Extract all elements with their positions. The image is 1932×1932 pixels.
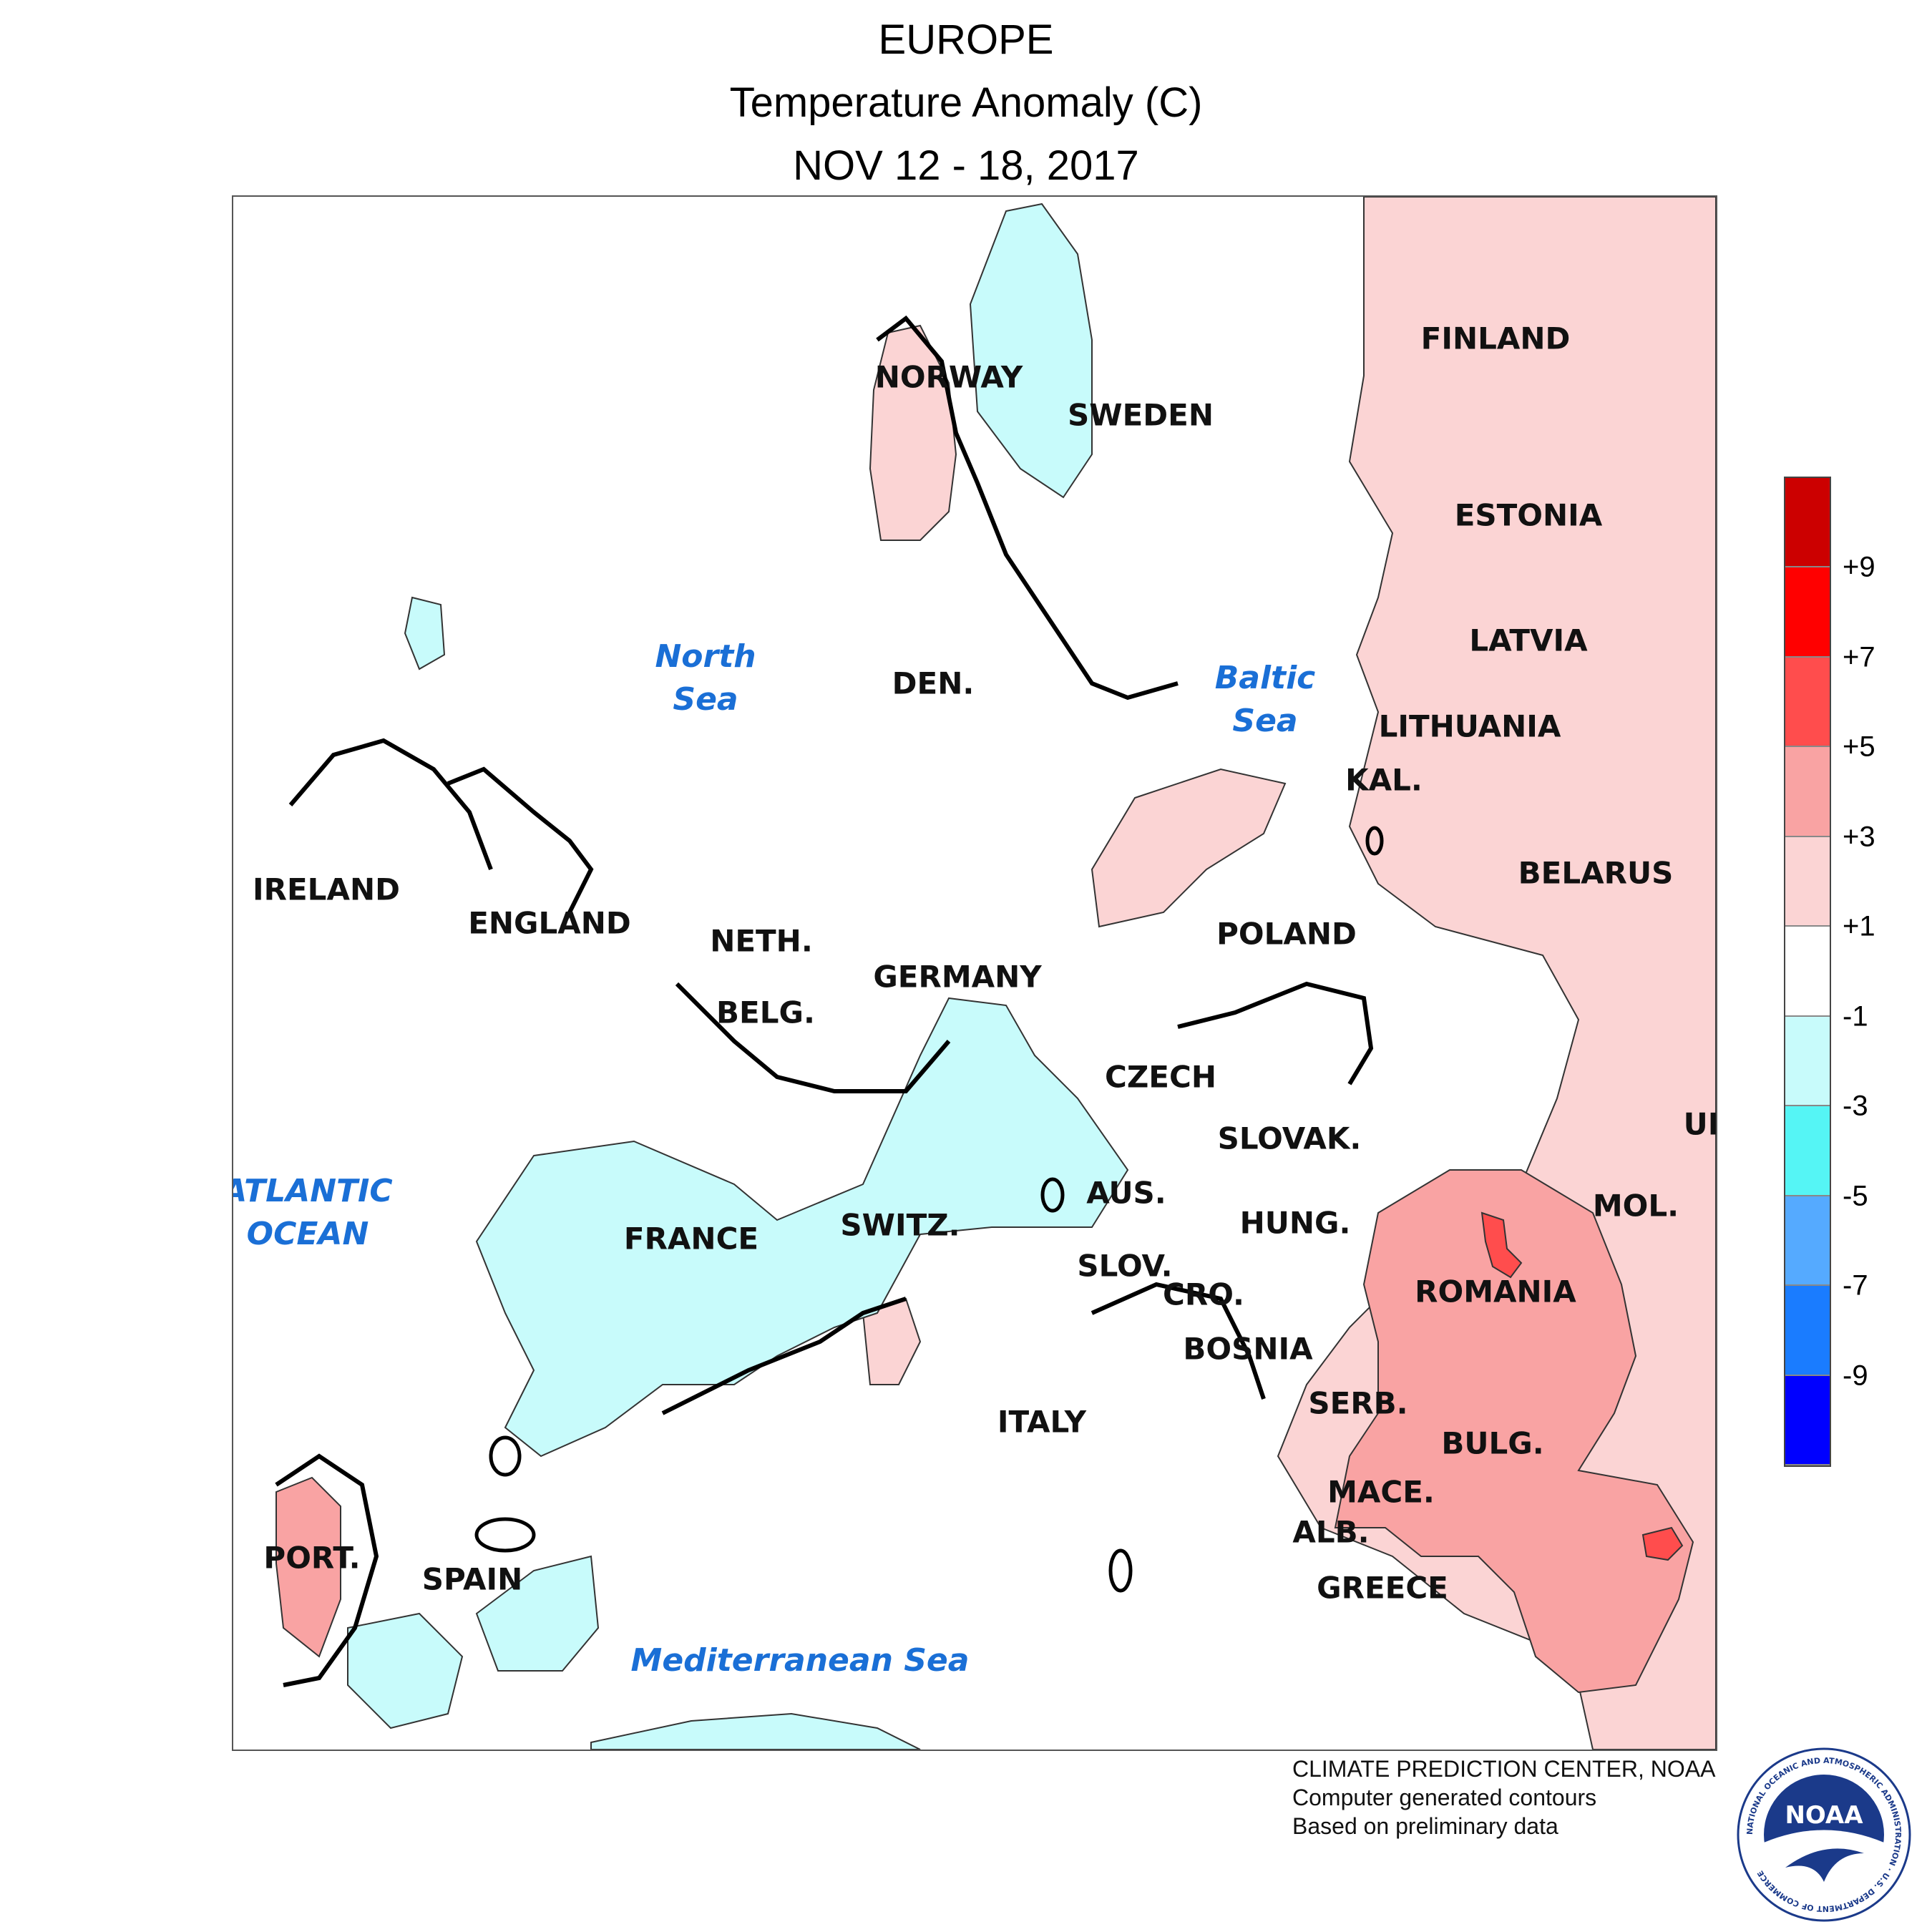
label-hungary: HUNG. (1239, 1205, 1351, 1241)
label-romania: ROMANIA (1415, 1274, 1576, 1309)
label-slovenia: SLOV. (1077, 1248, 1173, 1284)
label-norway: NORWAY (874, 359, 1023, 395)
label-finland: FINLAND (1420, 321, 1571, 356)
title-variable: Temperature Anomaly (C) (729, 79, 1203, 126)
legend-swatch (1785, 1286, 1830, 1376)
legend-tick-label: -9 (1843, 1360, 1868, 1392)
legend-tick-label: +3 (1843, 821, 1875, 853)
label-italy: ITALY (997, 1404, 1087, 1440)
color-scale-legend (1784, 477, 1831, 1467)
warm-region-norway (869, 324, 957, 541)
label-belgium: BELG. (716, 995, 815, 1030)
label-kaliningrad: KAL. (1345, 762, 1423, 798)
label-ireland: IRELAND (253, 872, 400, 907)
chart-title-block: EUROPE Temperature Anomaly (C) NOV 12 - … (0, 9, 1932, 197)
label-portugal: PORT. (263, 1540, 361, 1576)
label-north-sea: North Sea (655, 638, 756, 718)
cool-region-sweden (969, 203, 1093, 499)
label-belarus: BELARUS (1518, 855, 1674, 891)
credit-block: CLIMATE PREDICTION CENTER, NOAA Computer… (1292, 1755, 1715, 1840)
label-greece: GREECE (1317, 1570, 1448, 1606)
legend-swatch (1785, 478, 1830, 568)
legend-swatch (1785, 1106, 1830, 1196)
credit-line-1: CLIMATE PREDICTION CENTER, NOAA (1292, 1756, 1716, 1782)
legend-swatch (1785, 747, 1830, 837)
label-slovakia: SLOVAK. (1217, 1121, 1362, 1156)
legend-swatch (1785, 1375, 1830, 1465)
label-baltic-sea: Baltic Sea (1214, 660, 1316, 739)
label-england: ENGLAND (468, 905, 631, 941)
label-ukraine: UK (1683, 1106, 1716, 1142)
legend-tick-label: -5 (1843, 1180, 1868, 1212)
hot-spot-romania (1480, 1211, 1523, 1279)
logo-text: NOAA (1785, 1801, 1863, 1830)
legend-tick-label: +1 (1843, 910, 1875, 942)
legend-tick-label: +9 (1843, 551, 1875, 583)
legend-swatch (1785, 1016, 1830, 1107)
label-switzerland: SWITZ. (840, 1207, 960, 1243)
label-mediterranean-sea: Mediterranean Sea (630, 1642, 970, 1679)
label-macedonia: MACE. (1327, 1474, 1435, 1510)
label-poland: POLAND (1216, 916, 1357, 952)
warm-region-portugal (275, 1476, 341, 1658)
label-lithuania: LITHUANIA (1378, 708, 1561, 744)
legend-swatch (1785, 567, 1830, 658)
cool-region-spain-east (475, 1555, 600, 1672)
legend-swatch (1785, 1196, 1830, 1287)
hot-spot-turkey (1641, 1526, 1684, 1561)
label-atlantic-ocean: ATLANTIC OCEAN (232, 1173, 393, 1252)
label-germany: GERMANY (873, 959, 1042, 995)
label-netherlands: NETH. (710, 923, 813, 959)
legend-tick-label: +7 (1843, 641, 1875, 673)
label-czech: CZECH (1105, 1059, 1216, 1095)
title-region: EUROPE (878, 16, 1054, 63)
legend-swatch (1785, 927, 1830, 1017)
warm-region-baltic-coast (1091, 768, 1287, 928)
label-denmark: DEN. (892, 665, 975, 701)
cool-region-spain-south (347, 1612, 464, 1729)
credit-line-3: Based on preliminary data (1292, 1813, 1558, 1839)
label-estonia: ESTONIA (1454, 497, 1603, 533)
label-bosnia: BOSNIA (1183, 1331, 1313, 1367)
label-france: FRANCE (623, 1221, 759, 1257)
label-bulgaria: BULG. (1441, 1425, 1544, 1461)
map-canvas (275, 197, 1716, 1750)
label-sweden: SWEDEN (1068, 397, 1214, 433)
small-contour-loops (474, 826, 1384, 1593)
label-albania: ALB. (1292, 1514, 1370, 1550)
cool-region-africa (590, 1712, 921, 1750)
label-serbia: SERB. (1308, 1385, 1408, 1421)
legend-swatch (1785, 836, 1830, 927)
title-period: NOV 12 - 18, 2017 (793, 142, 1139, 189)
legend-tick-label: -1 (1843, 1000, 1868, 1033)
cool-region-scotland (404, 596, 446, 670)
legend-tick-label: -7 (1843, 1269, 1868, 1302)
label-austria: AUS. (1086, 1175, 1166, 1211)
credit-line-2: Computer generated contours (1292, 1785, 1597, 1810)
label-moldova: MOL. (1592, 1188, 1679, 1224)
noaa-logo-icon: NATIONAL OCEANIC AND ATMOSPHERIC ADMINIS… (1737, 1747, 1911, 1922)
label-latvia: LATVIA (1469, 623, 1588, 658)
legend-tick-label: -3 (1843, 1090, 1868, 1122)
zero-contours (275, 315, 1374, 1687)
legend-tick-label: +5 (1843, 731, 1875, 763)
cool-region-france-alps (475, 997, 1129, 1458)
warm-region-balkans (1334, 1169, 1694, 1694)
label-croatia: CRO. (1163, 1277, 1244, 1312)
legend-swatch (1785, 657, 1830, 748)
label-spain: SPAIN (421, 1561, 523, 1597)
anomaly-map: FINLAND NORWAY SWEDEN ESTONIA LATVIA LIT… (232, 195, 1717, 1751)
